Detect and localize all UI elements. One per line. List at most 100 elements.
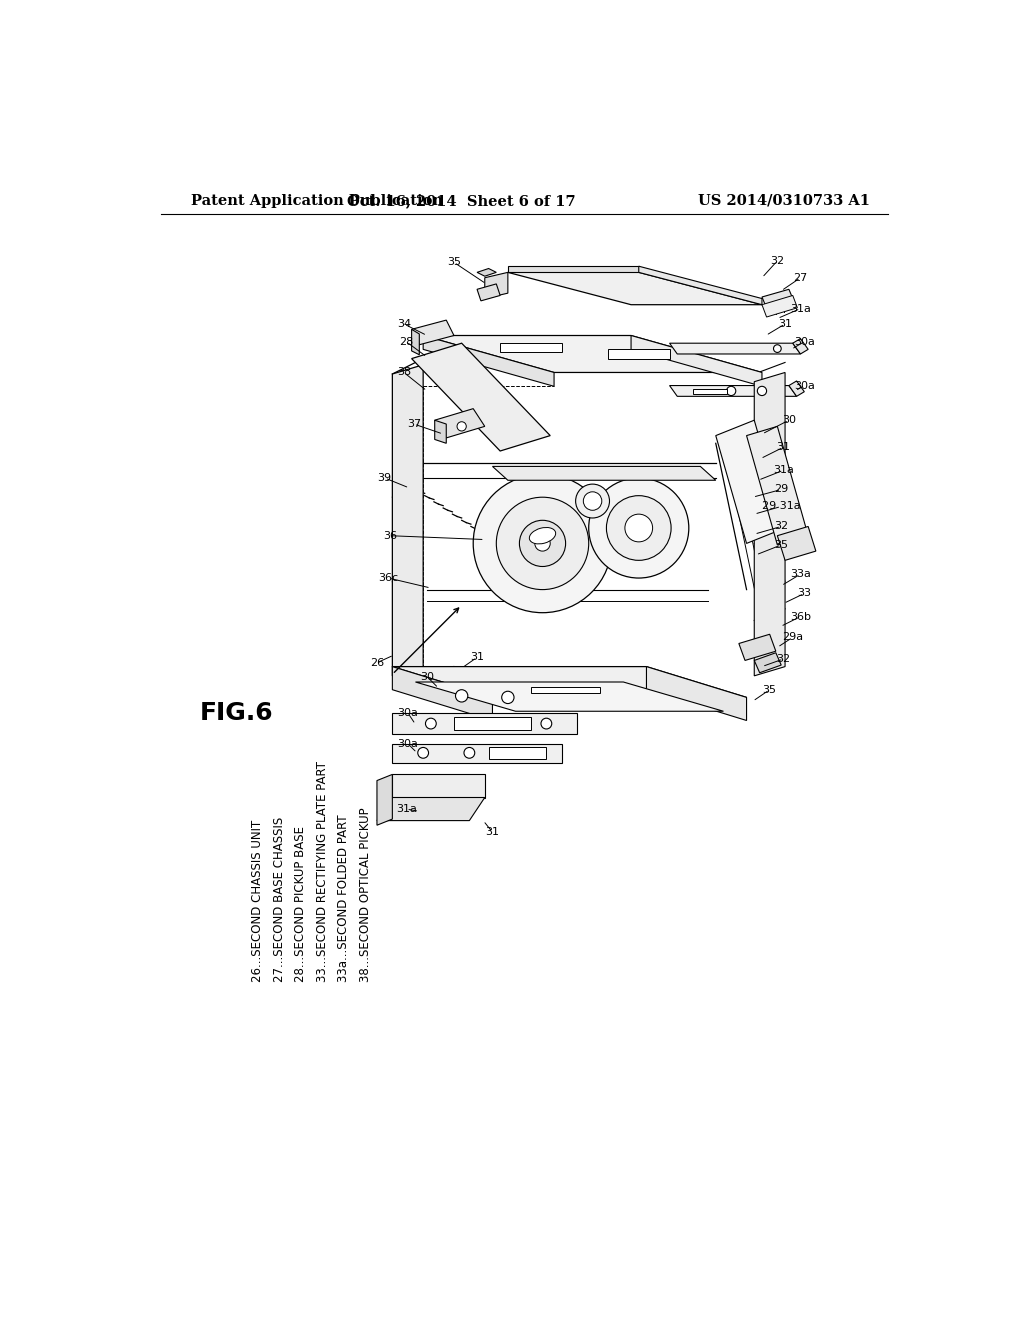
- Text: 36b: 36b: [790, 611, 811, 622]
- Circle shape: [497, 498, 589, 590]
- Polygon shape: [392, 743, 562, 763]
- Text: 37: 37: [407, 418, 421, 429]
- Text: 33a: 33a: [791, 569, 811, 579]
- Text: 31a: 31a: [773, 465, 794, 475]
- Text: 30: 30: [782, 416, 796, 425]
- Text: 32: 32: [770, 256, 784, 265]
- Text: 33...SECOND RECTIFYING PLATE PART: 33...SECOND RECTIFYING PLATE PART: [315, 762, 329, 982]
- Circle shape: [584, 492, 602, 511]
- Circle shape: [502, 692, 514, 704]
- Polygon shape: [670, 343, 801, 354]
- Circle shape: [575, 484, 609, 517]
- Text: 30a: 30a: [794, 380, 815, 391]
- Text: 31: 31: [778, 319, 792, 329]
- Text: FIG.6: FIG.6: [200, 701, 273, 725]
- Polygon shape: [392, 364, 423, 676]
- Text: 33: 33: [798, 589, 811, 598]
- Circle shape: [457, 422, 466, 432]
- Polygon shape: [646, 667, 746, 721]
- Text: 32: 32: [776, 653, 791, 664]
- Text: 26: 26: [370, 657, 384, 668]
- Polygon shape: [755, 372, 785, 676]
- Text: 27...SECOND BASE CHASSIS: 27...SECOND BASE CHASSIS: [272, 817, 286, 982]
- Polygon shape: [508, 267, 639, 272]
- Polygon shape: [670, 385, 797, 396]
- Polygon shape: [392, 667, 746, 697]
- Polygon shape: [412, 330, 419, 355]
- Text: 35: 35: [774, 540, 788, 550]
- Polygon shape: [484, 272, 508, 298]
- Circle shape: [473, 474, 611, 612]
- Text: 33a...SECOND FOLDED PART: 33a...SECOND FOLDED PART: [337, 814, 350, 982]
- Polygon shape: [377, 797, 484, 821]
- Circle shape: [541, 718, 552, 729]
- Circle shape: [606, 495, 671, 560]
- Text: 32: 32: [774, 521, 788, 532]
- Text: 38...SECOND OPTICAL PICKUP: 38...SECOND OPTICAL PICKUP: [358, 808, 372, 982]
- Polygon shape: [423, 335, 554, 387]
- Polygon shape: [692, 388, 727, 395]
- Text: Oct. 16, 2014  Sheet 6 of 17: Oct. 16, 2014 Sheet 6 of 17: [347, 194, 575, 207]
- Text: 34: 34: [397, 319, 411, 329]
- Polygon shape: [788, 381, 804, 396]
- Text: 36c: 36c: [379, 573, 398, 583]
- Text: 31: 31: [485, 828, 500, 837]
- Polygon shape: [777, 527, 816, 561]
- Polygon shape: [493, 466, 716, 480]
- Polygon shape: [500, 343, 562, 352]
- Text: 35: 35: [763, 685, 776, 694]
- Text: 30a: 30a: [794, 337, 815, 347]
- Text: 29a: 29a: [782, 632, 803, 643]
- Polygon shape: [793, 339, 808, 354]
- Polygon shape: [416, 682, 724, 711]
- Polygon shape: [531, 686, 600, 693]
- Text: 28: 28: [399, 337, 414, 347]
- Text: 31: 31: [776, 442, 791, 453]
- Polygon shape: [412, 343, 550, 451]
- Text: 29: 29: [774, 484, 788, 495]
- Text: 31a: 31a: [791, 304, 811, 314]
- Text: 30a: 30a: [397, 739, 418, 748]
- Text: Patent Application Publication: Patent Application Publication: [190, 194, 442, 207]
- Text: 36: 36: [383, 531, 397, 541]
- Polygon shape: [739, 635, 776, 660]
- Polygon shape: [755, 653, 781, 673]
- Circle shape: [535, 536, 550, 552]
- Polygon shape: [377, 775, 392, 825]
- Text: 30a: 30a: [397, 708, 418, 718]
- Circle shape: [727, 387, 736, 396]
- Polygon shape: [477, 284, 500, 301]
- Polygon shape: [631, 335, 762, 387]
- Text: 39: 39: [378, 473, 392, 483]
- Polygon shape: [435, 409, 484, 438]
- Polygon shape: [639, 267, 762, 305]
- Polygon shape: [412, 321, 454, 345]
- Polygon shape: [716, 420, 785, 544]
- Text: 29 31a: 29 31a: [762, 502, 801, 511]
- Circle shape: [418, 747, 429, 758]
- Circle shape: [589, 478, 689, 578]
- Ellipse shape: [529, 528, 556, 544]
- Polygon shape: [477, 268, 497, 276]
- Polygon shape: [392, 667, 493, 721]
- Polygon shape: [423, 335, 762, 372]
- Polygon shape: [508, 272, 762, 305]
- Text: 35: 35: [446, 257, 461, 268]
- Polygon shape: [392, 775, 484, 797]
- Polygon shape: [746, 426, 808, 545]
- Text: 27: 27: [794, 273, 808, 282]
- Text: 26...SECOND CHASSIS UNIT: 26...SECOND CHASSIS UNIT: [251, 820, 264, 982]
- Text: 31: 31: [470, 652, 484, 663]
- Circle shape: [625, 513, 652, 543]
- Polygon shape: [488, 747, 547, 759]
- Text: 30: 30: [420, 672, 434, 681]
- Circle shape: [456, 690, 468, 702]
- Polygon shape: [762, 296, 798, 317]
- Circle shape: [758, 387, 767, 396]
- Text: 38: 38: [397, 367, 411, 378]
- Circle shape: [464, 747, 475, 758]
- Text: US 2014/0310733 A1: US 2014/0310733 A1: [697, 194, 869, 207]
- Polygon shape: [762, 289, 793, 306]
- Polygon shape: [435, 420, 446, 444]
- Circle shape: [425, 718, 436, 729]
